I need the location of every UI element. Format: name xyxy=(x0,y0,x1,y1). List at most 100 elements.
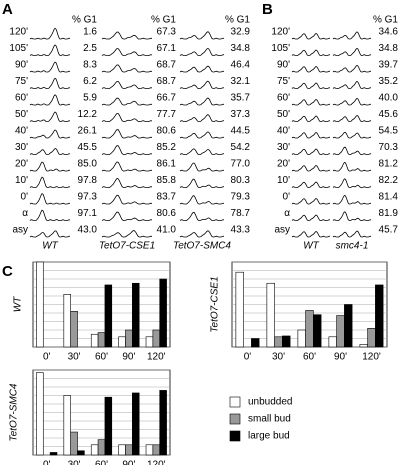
g1-percent: 80.3 xyxy=(231,175,251,186)
panel-label: C xyxy=(2,263,13,280)
facs-histogram xyxy=(179,195,225,205)
bar xyxy=(145,444,154,456)
facs-histogram xyxy=(29,148,71,155)
g1-percent: 68.7 xyxy=(157,60,177,71)
g1-percent: 67.3 xyxy=(157,27,177,38)
g1-percent: 5.9 xyxy=(83,93,97,104)
facs-histogram xyxy=(101,80,153,89)
g1-percent: 85.0 xyxy=(78,159,98,170)
x-tick-label: 90' xyxy=(334,352,347,363)
g1-percent: 80.6 xyxy=(157,126,177,137)
facs-histogram xyxy=(179,80,225,89)
bar xyxy=(152,444,161,456)
bar xyxy=(125,444,133,456)
g1-percent: 43.0 xyxy=(78,225,98,236)
facs-histogram xyxy=(29,209,71,221)
facs-histogram xyxy=(332,48,372,56)
x-tick-label: 0' xyxy=(43,352,51,363)
facs-histogram xyxy=(29,61,71,73)
g1-percent: 68.7 xyxy=(157,76,177,87)
g1-percent: 2.5 xyxy=(83,43,97,54)
facs-histogram xyxy=(179,131,225,139)
legend-label: small bud xyxy=(248,414,291,425)
legend-label: large bud xyxy=(248,431,290,442)
x-tick-label: 30' xyxy=(272,352,285,363)
g1-percent: 97.1 xyxy=(78,208,98,219)
g1-percent: 43.3 xyxy=(231,225,251,236)
facs-histogram xyxy=(291,82,331,89)
facs-histogram xyxy=(332,146,372,155)
facs-histogram xyxy=(29,111,71,122)
facs-histogram xyxy=(101,211,153,221)
row-label: 30' xyxy=(277,142,290,153)
g1-percent: 8.3 xyxy=(83,60,97,71)
bar xyxy=(152,329,161,348)
row-label: 60' xyxy=(15,93,28,104)
bar xyxy=(63,293,71,348)
row-label: 20' xyxy=(15,159,28,170)
row-label: 120' xyxy=(9,27,28,38)
bar xyxy=(159,390,167,456)
column-label: TetO7-SMC4 xyxy=(173,241,231,252)
bar xyxy=(70,310,78,348)
x-tick-label: 90' xyxy=(122,460,135,465)
g1-percent: 67.1 xyxy=(157,43,177,54)
legend-swatch xyxy=(229,396,241,408)
row-label: 60' xyxy=(277,93,290,104)
g1-percent: 85.8 xyxy=(157,175,177,186)
column-header: % G1 xyxy=(373,15,398,26)
facs-histogram xyxy=(332,178,372,188)
facs-histogram xyxy=(179,31,225,40)
row-label: α xyxy=(22,208,28,219)
bar xyxy=(132,392,140,456)
bar xyxy=(375,284,384,348)
facs-histogram xyxy=(332,98,372,106)
x-tick-label: 120' xyxy=(362,352,381,363)
facs-histogram xyxy=(332,115,372,122)
facs-histogram xyxy=(101,161,153,172)
g1-percent: 80.6 xyxy=(157,208,177,219)
bar xyxy=(104,396,113,456)
bar xyxy=(118,336,126,348)
g1-percent: 39.7 xyxy=(379,60,399,71)
g1-percent: 40.0 xyxy=(379,93,399,104)
x-tick-label: 60' xyxy=(95,460,108,465)
row-label: 10' xyxy=(15,175,28,186)
facs-histogram xyxy=(29,77,71,89)
g1-percent: 81.9 xyxy=(379,208,399,219)
bar xyxy=(77,450,85,456)
facs-histogram xyxy=(29,193,71,205)
y-axis-label: TetO7-SMC4 xyxy=(9,383,20,441)
bar xyxy=(36,372,44,456)
facs-histogram xyxy=(29,176,71,188)
bar xyxy=(125,329,133,348)
facs-histogram xyxy=(179,114,225,122)
facs-histogram xyxy=(291,165,331,172)
row-label: 10' xyxy=(277,175,290,186)
column-header: % G1 xyxy=(72,15,97,26)
column-label: TetO7-CSE1 xyxy=(99,241,155,252)
facs-histogram xyxy=(101,64,153,73)
g1-percent: 34.8 xyxy=(231,43,251,54)
g1-percent: 45.6 xyxy=(379,109,399,120)
row-label: 30' xyxy=(15,142,28,153)
bar xyxy=(344,304,353,348)
row-label: 40' xyxy=(277,126,290,137)
g1-percent: 78.7 xyxy=(231,208,251,219)
g1-percent: 83.7 xyxy=(157,192,177,203)
facs-histogram xyxy=(179,148,225,155)
facs-histogram xyxy=(101,230,153,238)
g1-percent: 35.7 xyxy=(231,93,251,104)
bar xyxy=(297,329,306,348)
facs-histogram xyxy=(179,230,225,238)
panel-label: B xyxy=(262,1,273,18)
facs-histogram xyxy=(101,112,153,122)
legend-swatch xyxy=(229,430,241,442)
g1-percent: 34.6 xyxy=(379,27,399,38)
legend-swatch xyxy=(229,413,241,425)
bar xyxy=(63,395,71,456)
facs-histogram xyxy=(101,145,153,155)
bar xyxy=(282,335,291,348)
facs-histogram xyxy=(179,178,225,188)
